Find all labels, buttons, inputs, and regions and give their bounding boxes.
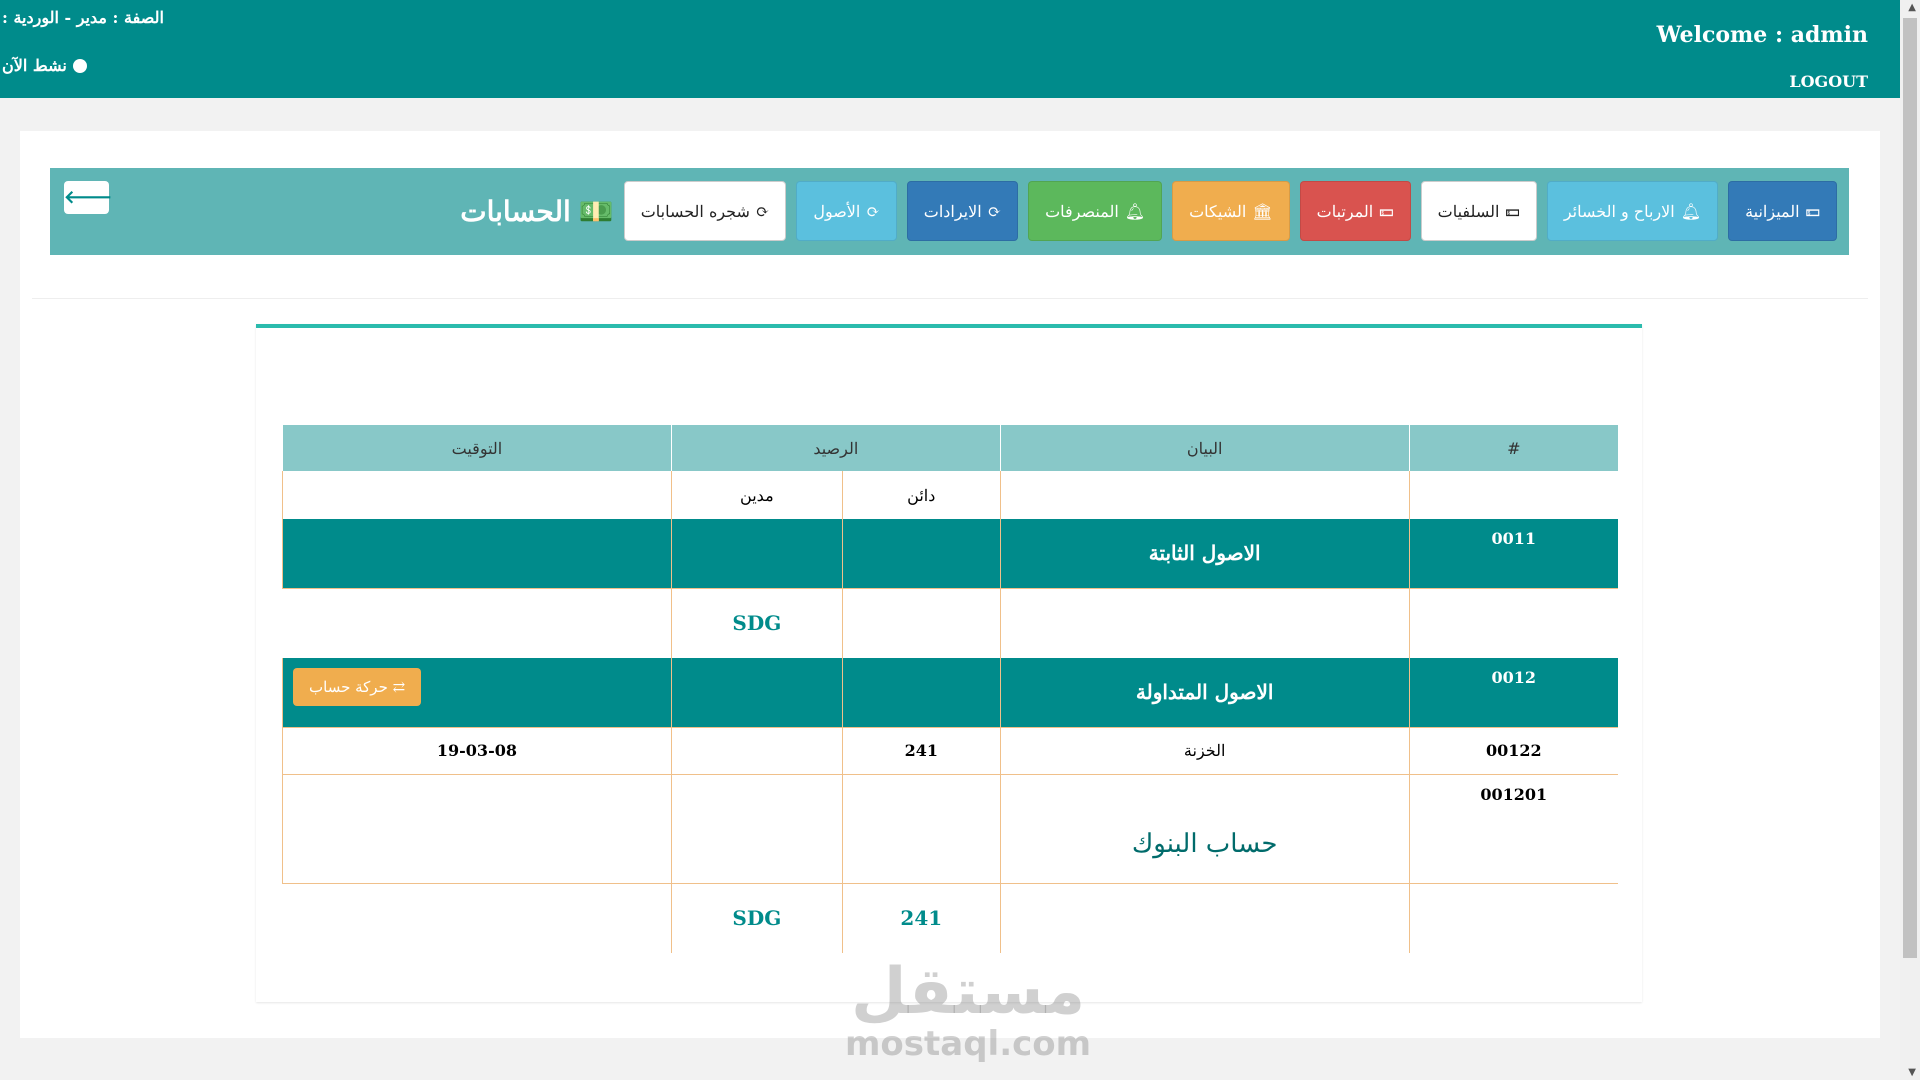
- refresh-icon: ⟳: [987, 201, 1002, 221]
- scroll-up-icon[interactable]: ▲: [1908, 2, 1916, 13]
- toolbar-button-4[interactable]: 🏛︎ الشيكات: [1172, 181, 1290, 241]
- bell-icon: 🔔︎: [1680, 201, 1702, 221]
- accounts-card: # البيان الرصيد التوقيت دائن مدين 0011 الاصول…: [256, 324, 1642, 1002]
- table-row: 001201 حساب البنوك: [282, 774, 1618, 884]
- toolbar-button-6[interactable]: 💵︎ السلفيات: [1420, 181, 1537, 241]
- account-code: 0011: [1408, 519, 1618, 589]
- col-number: #: [1408, 425, 1618, 471]
- button-label: الميزانية: [1745, 201, 1800, 221]
- scrollbar-thumb[interactable]: [1903, 18, 1917, 958]
- account-code: 001201: [1408, 774, 1618, 884]
- refresh-icon: ⟳: [755, 201, 770, 221]
- button-label: الايرادات: [923, 201, 982, 221]
- toolbar-button-1[interactable]: ⟳ الأصول: [796, 181, 897, 241]
- divider: [32, 298, 1868, 299]
- money-icon: 💵: [578, 194, 614, 228]
- money-icon: 💵︎: [1379, 201, 1394, 220]
- account-name: الخزنة: [999, 727, 1410, 775]
- button-label: الشيكات: [1189, 201, 1247, 221]
- button-label: المرتبات: [1316, 201, 1374, 221]
- status-dot-icon: [72, 58, 87, 73]
- accounts-toolbar: 🡐 💵 الحسابات ⟳ شجره الحسابات ⟳ الأصول ⟳ الايرا…: [50, 168, 1849, 255]
- money-icon: 💵︎: [1505, 201, 1520, 220]
- scroll-down-icon[interactable]: ▼: [1908, 1067, 1916, 1078]
- account-name: الاصول الثابتة: [999, 519, 1410, 589]
- title-text: الحسابات: [460, 194, 571, 228]
- toolbar-button-2[interactable]: ⟳ الايرادات: [906, 181, 1019, 241]
- main-panel: 🡐 💵 الحسابات ⟳ شجره الحسابات ⟳ الأصول ⟳ الايرا…: [20, 131, 1880, 1038]
- toolbar-button-3[interactable]: 🔔︎ المنصرفات: [1028, 181, 1163, 241]
- account-code: 0012: [1408, 658, 1618, 728]
- credit-value: 241: [841, 727, 1001, 775]
- time-value: 19-03-08: [282, 727, 672, 775]
- logout-link[interactable]: LOGOUT: [1789, 72, 1868, 91]
- top-header: الصفة : مدير - الوردية : نشط الآن Welcom…: [0, 0, 1900, 98]
- table-row: 0011 الاصول الثابتة: [282, 519, 1618, 589]
- account-movement-button[interactable]: ⇄ حركة حساب: [293, 668, 422, 706]
- total-credit: 241: [841, 883, 1001, 953]
- col-debit: مدين: [670, 471, 843, 519]
- user-role: الصفة : مدير - الوردية :: [2, 8, 164, 27]
- total-row: 241 SDG: [283, 883, 1618, 953]
- back-button[interactable]: 🡐: [64, 181, 113, 214]
- toolbar-button-8[interactable]: 💵︎ الميزانية: [1728, 181, 1837, 241]
- money-icon: 💵︎: [1805, 201, 1820, 220]
- refresh-icon: ⟳: [866, 201, 880, 221]
- bell-icon: 🔔︎: [1124, 201, 1146, 221]
- scrollbar[interactable]: ▲ ▼: [1900, 0, 1920, 1080]
- table-row: SDG: [283, 588, 1618, 658]
- currency: SDG: [670, 883, 843, 953]
- welcome-text: Welcome : admin: [1656, 22, 1868, 48]
- col-credit: دائن: [841, 471, 1001, 519]
- arrow-left-icon: 🡐: [64, 187, 113, 207]
- col-description: البيان: [999, 425, 1410, 471]
- button-label: حركة حساب: [309, 678, 388, 696]
- exchange-icon: ⇄: [387, 678, 406, 696]
- status-label: نشط الآن: [2, 56, 67, 75]
- button-label: شجره الحسابات: [640, 201, 750, 221]
- button-label: السلفيات: [1437, 201, 1500, 221]
- button-label: الارباح و الخسائر: [1563, 201, 1675, 221]
- col-time: التوقيت: [282, 425, 672, 471]
- watermark-logo: مستقل mostaql.com: [845, 955, 1092, 1064]
- bank-icon: 🏛︎: [1252, 201, 1273, 221]
- account-code: 00122: [1408, 727, 1618, 775]
- button-label: الأصول: [813, 201, 861, 221]
- page-title: 💵 الحسابات: [460, 195, 613, 228]
- currency: SDG: [670, 588, 843, 658]
- account-name: حساب البنوك: [999, 774, 1410, 884]
- button-label: المنصرفات: [1045, 201, 1119, 221]
- toolbar-button-0[interactable]: ⟳ شجره الحسابات: [623, 181, 787, 241]
- toolbar-button-7[interactable]: 🔔︎ الارباح و الخسائر: [1546, 181, 1719, 241]
- table-row: 00122 الخزنة 241 19-03-08: [282, 727, 1618, 775]
- accounts-table: # البيان الرصيد التوقيت دائن مدين 0011 الاصول…: [282, 425, 1618, 953]
- toolbar-button-5[interactable]: 💵︎ المرتبات: [1299, 181, 1411, 241]
- col-balance: الرصيد: [670, 425, 1001, 471]
- online-status: نشط الآن: [2, 56, 87, 75]
- table-row: 0012 الاصول المتداولة ⇄ حركة حساب: [282, 658, 1618, 728]
- account-name: الاصول المتداولة: [999, 658, 1410, 728]
